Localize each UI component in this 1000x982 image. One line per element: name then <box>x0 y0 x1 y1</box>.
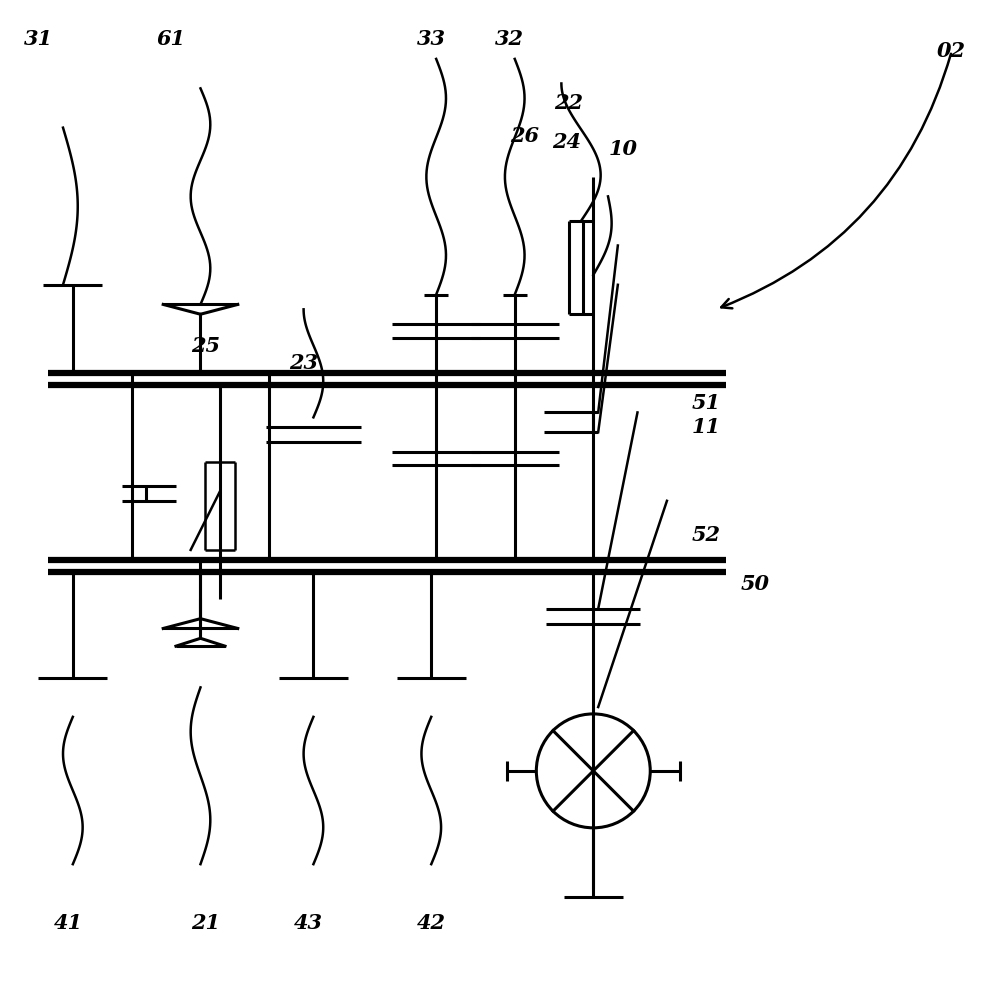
Text: 11: 11 <box>692 417 721 437</box>
Text: 25: 25 <box>191 336 220 355</box>
Text: 32: 32 <box>495 29 524 49</box>
Text: 61: 61 <box>157 29 186 49</box>
Text: 51: 51 <box>692 393 721 412</box>
Text: 52: 52 <box>692 525 721 545</box>
Text: 02: 02 <box>937 41 966 61</box>
Text: 23: 23 <box>289 354 318 373</box>
Text: 21: 21 <box>191 913 220 933</box>
Text: 26: 26 <box>510 126 539 145</box>
Text: 33: 33 <box>417 29 446 49</box>
Text: 43: 43 <box>294 913 323 933</box>
Text: 31: 31 <box>24 29 53 49</box>
Text: 22: 22 <box>554 93 583 113</box>
Text: 10: 10 <box>608 139 637 159</box>
Text: 41: 41 <box>53 913 82 933</box>
Text: 24: 24 <box>552 133 581 152</box>
Text: 50: 50 <box>741 574 770 594</box>
Text: 42: 42 <box>417 913 446 933</box>
